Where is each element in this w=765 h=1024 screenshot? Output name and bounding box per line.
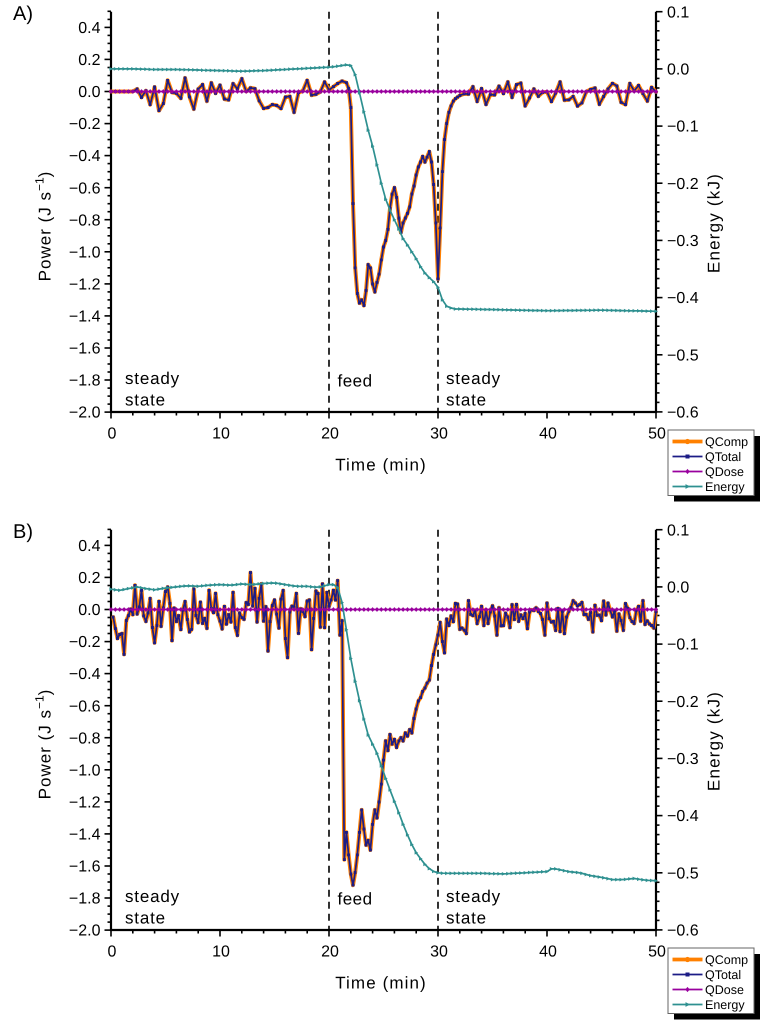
svg-text:−0.1: −0.1 (667, 637, 699, 654)
svg-text:steady: steady (446, 369, 501, 388)
svg-text:−0.8: −0.8 (69, 212, 101, 229)
svg-text:−1.2: −1.2 (69, 277, 101, 294)
svg-text:20: 20 (321, 426, 339, 443)
svg-text:0.2: 0.2 (78, 52, 100, 69)
svg-text:−0.3: −0.3 (667, 233, 699, 250)
svg-text:0.0: 0.0 (667, 580, 689, 597)
svg-text:steady: steady (125, 887, 180, 906)
svg-text:−0.5: −0.5 (667, 865, 699, 882)
svg-text:−0.2: −0.2 (69, 634, 101, 651)
svg-text:steady: steady (446, 887, 501, 906)
svg-text:steady: steady (125, 369, 180, 388)
svg-text:0.0: 0.0 (78, 602, 100, 619)
svg-text:−0.2: −0.2 (667, 176, 699, 193)
svg-text:−0.4: −0.4 (667, 290, 699, 307)
svg-text:30: 30 (430, 426, 448, 443)
svg-text:−0.6: −0.6 (667, 405, 699, 422)
svg-text:−1.8: −1.8 (69, 891, 101, 908)
svg-text:−1.0: −1.0 (69, 244, 101, 261)
svg-text:−1.6: −1.6 (69, 341, 101, 358)
svg-text:state: state (125, 909, 166, 928)
svg-text:−1.8: −1.8 (69, 373, 101, 390)
svg-text:0.1: 0.1 (667, 522, 689, 539)
svg-text:−0.3: −0.3 (667, 751, 699, 768)
svg-text:10: 10 (212, 944, 230, 961)
svg-text:−0.5: −0.5 (667, 347, 699, 364)
svg-text:QTotal: QTotal (705, 968, 741, 982)
svg-text:50: 50 (648, 944, 666, 961)
svg-text:QComp: QComp (705, 435, 748, 449)
svg-text:−1.4: −1.4 (69, 827, 101, 844)
svg-text:−0.4: −0.4 (667, 808, 699, 825)
svg-text:20: 20 (321, 944, 339, 961)
svg-text:state: state (446, 909, 487, 928)
svg-text:QTotal: QTotal (705, 450, 741, 464)
svg-text:state: state (446, 391, 487, 410)
svg-text:−0.4: −0.4 (69, 148, 101, 165)
svg-text:−0.8: −0.8 (69, 730, 101, 747)
svg-text:−0.6: −0.6 (667, 923, 699, 940)
svg-text:−1.6: −1.6 (69, 859, 101, 876)
svg-text:Time (min): Time (min) (335, 974, 427, 993)
svg-text:A): A) (13, 3, 33, 25)
svg-text:feed: feed (338, 372, 373, 391)
svg-text:Power (J s−1): Power (J s−1) (33, 171, 55, 282)
svg-text:−0.2: −0.2 (667, 694, 699, 711)
svg-text:QDose: QDose (705, 465, 744, 479)
svg-text:−1.4: −1.4 (69, 309, 101, 326)
svg-text:−0.4: −0.4 (69, 666, 101, 683)
svg-text:−2.0: −2.0 (69, 923, 101, 940)
svg-text:0: 0 (108, 944, 117, 961)
svg-text:−1.0: −1.0 (69, 762, 101, 779)
svg-text:40: 40 (539, 944, 557, 961)
svg-text:feed: feed (338, 890, 373, 909)
svg-text:30: 30 (430, 944, 448, 961)
svg-text:Time (min): Time (min) (335, 456, 427, 475)
svg-text:−0.6: −0.6 (69, 180, 101, 197)
svg-text:Energy: Energy (705, 480, 745, 494)
svg-text:−1.2: −1.2 (69, 795, 101, 812)
svg-text:0.4: 0.4 (78, 538, 100, 555)
svg-text:Energy: Energy (705, 998, 745, 1012)
svg-text:Energy (kJ): Energy (kJ) (705, 173, 724, 273)
svg-text:Power (J s−1): Power (J s−1) (33, 689, 55, 800)
svg-text:Energy (kJ): Energy (kJ) (705, 691, 724, 791)
svg-text:0.4: 0.4 (78, 20, 100, 37)
svg-text:0.2: 0.2 (78, 570, 100, 587)
svg-text:0.1: 0.1 (667, 4, 689, 21)
svg-text:50: 50 (648, 426, 666, 443)
svg-text:QDose: QDose (705, 983, 744, 997)
svg-text:QComp: QComp (705, 953, 748, 967)
svg-text:−2.0: −2.0 (69, 405, 101, 422)
svg-text:−0.2: −0.2 (69, 116, 101, 133)
svg-text:0: 0 (108, 426, 117, 443)
svg-text:10: 10 (212, 426, 230, 443)
svg-text:40: 40 (539, 426, 557, 443)
svg-text:state: state (125, 391, 166, 410)
svg-text:0.0: 0.0 (78, 84, 100, 101)
svg-text:0.0: 0.0 (667, 62, 689, 79)
svg-text:−0.6: −0.6 (69, 698, 101, 715)
svg-text:B): B) (13, 521, 33, 543)
svg-text:−0.1: −0.1 (667, 119, 699, 136)
